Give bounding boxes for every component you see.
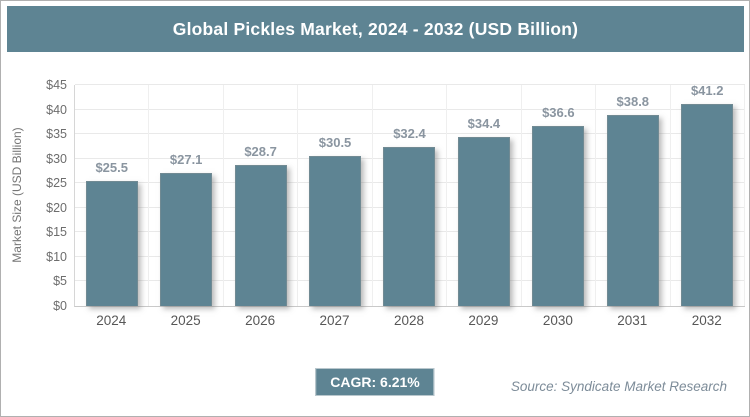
bar-2025 (160, 172, 213, 306)
category-column-2025: $27.1 (149, 85, 224, 306)
y-axis-title: Market Size (USD Billion) (10, 127, 24, 263)
cagr-badge: CAGR: 6.21% (315, 368, 435, 396)
x-axis-label-2025: 2025 (170, 313, 201, 328)
category-column-2024: $25.5 (75, 85, 150, 306)
category-column-2030: $36.6 (522, 85, 597, 306)
y-tick-label: $30 (46, 151, 67, 166)
category-column-2028: $32.4 (373, 85, 448, 306)
bar-2024 (85, 180, 138, 306)
bar-2032 (681, 103, 734, 306)
y-tick-label: $40 (46, 102, 67, 117)
source-attribution: Source: Syndicate Market Research (510, 379, 727, 394)
x-axis-label-2029: 2029 (468, 313, 499, 328)
y-tick-label: $15 (46, 225, 67, 240)
bar-value-label: $38.8 (616, 94, 650, 110)
y-tick-label: $10 (46, 249, 67, 264)
category-column-2032: $41.2 (671, 82, 745, 306)
bar-2028 (383, 146, 436, 306)
plot-area: $25.5 $27.1 $28.7 $30.5 $32.4 $34.4 $36.6 $38.8… (74, 82, 745, 307)
category-column-2029: $34.4 (447, 85, 522, 306)
x-axis-label-2032: 2032 (691, 313, 722, 328)
x-axis-labels: 2024 2025 2026 2027 2028 2029 2030 2031 2032 (74, 313, 744, 328)
y-tick-label: $25 (46, 176, 67, 191)
bar-value-label: $25.5 (95, 159, 128, 175)
bar-2027 (309, 156, 362, 306)
category-column-2027: $30.5 (298, 85, 373, 306)
category-column-2026: $28.7 (224, 85, 299, 306)
y-tick-label: $35 (46, 127, 67, 142)
gridline (75, 84, 745, 85)
y-tick-label: $45 (46, 78, 67, 92)
x-axis-label-2030: 2030 (542, 313, 573, 328)
x-axis-label-2024: 2024 (96, 313, 127, 328)
bar-value-label: $28.7 (244, 144, 277, 160)
chart-title: Global Pickles Market, 2024 - 2032 (USD … (172, 18, 579, 39)
bar-2029 (457, 137, 510, 306)
bar-value-label: $27.1 (169, 151, 203, 167)
y-tick-label: $20 (46, 200, 67, 215)
bar-2026 (234, 165, 287, 306)
gridline (75, 108, 745, 110)
bar-value-label: $34.4 (467, 116, 501, 132)
x-axis-label-2026: 2026 (245, 313, 276, 328)
x-axis-label-2031: 2031 (617, 313, 648, 328)
gridline (75, 133, 745, 135)
bar-series: $25.5 $27.1 $28.7 $30.5 $32.4 $34.4 $36.6 $38.8… (75, 82, 745, 306)
x-axis-label-2028: 2028 (393, 313, 424, 328)
y-tick-label: $5 (53, 274, 67, 289)
y-tick-label: $0 (53, 299, 67, 313)
bar-value-label: $41.2 (690, 82, 724, 98)
chart-title-bar: Global Pickles Market, 2024 - 2032 (USD … (7, 6, 744, 52)
bar-value-label: $36.6 (542, 105, 575, 121)
category-column-2031: $38.8 (596, 85, 671, 306)
bar-2031 (606, 115, 659, 306)
bar-value-label: $32.4 (393, 125, 426, 141)
x-axis-label-2027: 2027 (319, 313, 350, 328)
bar-2030 (532, 126, 585, 306)
bar-value-label: $30.5 (318, 135, 352, 151)
